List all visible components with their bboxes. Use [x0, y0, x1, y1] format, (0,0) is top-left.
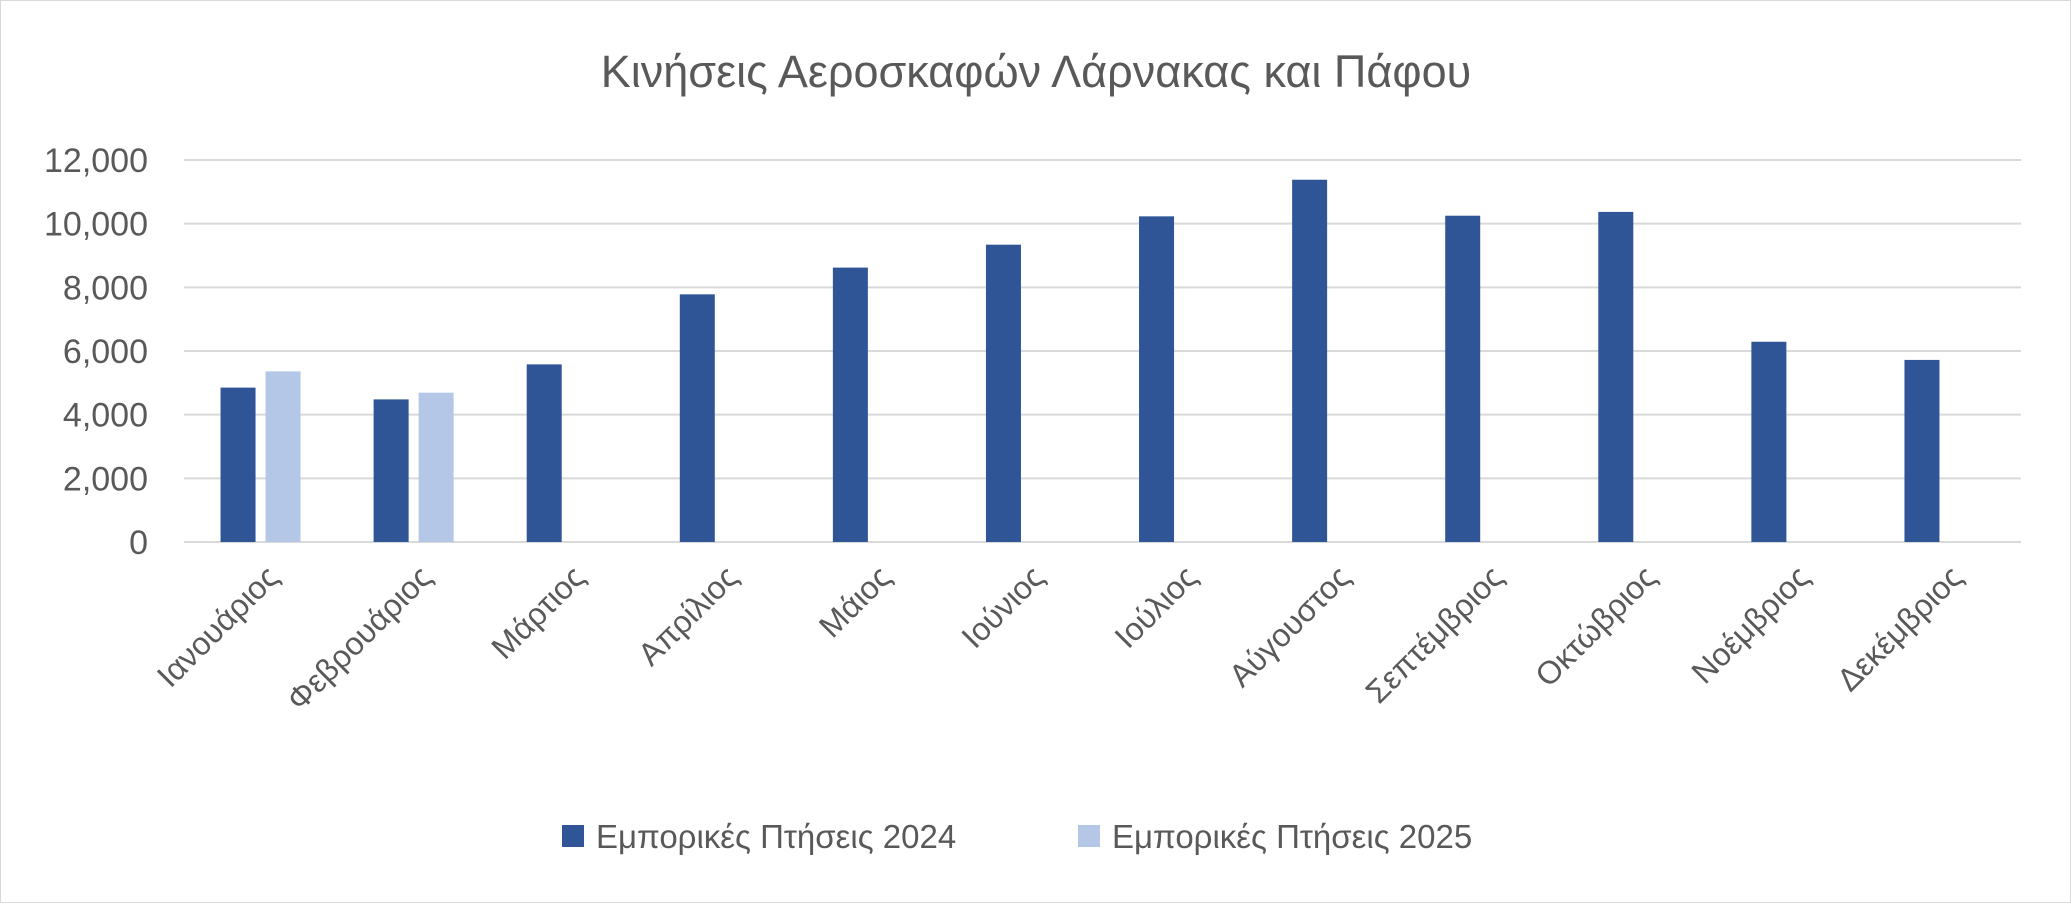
bar-series-1: [373, 399, 409, 542]
bar-series-1: [1139, 216, 1175, 542]
y-tick-label: 0: [129, 524, 148, 562]
bar-series-2: [418, 392, 454, 542]
x-tick-label: Αύγουστος: [1222, 558, 1357, 693]
legend-swatch: [562, 825, 584, 847]
bar-series-1: [679, 294, 715, 542]
x-tick-label: Δεκέμβριος: [1830, 558, 1969, 697]
y-tick-label: 10,000: [44, 206, 148, 244]
bar-series-1: [1598, 211, 1634, 542]
y-tick-label: 4,000: [63, 397, 148, 435]
chart-title: Κινήσεις Αεροσκαφών Λάρνακας και Πάφου: [601, 46, 1472, 97]
x-tick-label: Μάρτιος: [484, 558, 591, 665]
x-tick-label: Ιούλιος: [1107, 558, 1204, 655]
x-tick-label: Οκτώβριος: [1528, 558, 1663, 693]
bar-series-1: [985, 244, 1021, 542]
y-axis-tick-labels: 0 2,000 4,000 6,000 8,000 10,000 12,000: [44, 142, 148, 562]
x-tick-label: Απρίλιος: [631, 558, 745, 672]
x-tick-label: Νοέμβριος: [1684, 558, 1816, 690]
x-tick-label: Μάιος: [812, 558, 898, 644]
y-tick-label: 6,000: [63, 333, 148, 371]
legend: Εμπορικές Πτήσεις 2024 Εμπορικές Πτήσεις …: [562, 818, 1472, 855]
bar-series-2: [265, 371, 301, 542]
y-tick-label: 2,000: [63, 460, 148, 498]
bars: [220, 179, 1940, 543]
bar-series-1: [526, 364, 562, 542]
bar-series-1: [1751, 341, 1787, 542]
legend-swatch: [1078, 825, 1100, 847]
legend-label: Εμπορικές Πτήσεις 2024: [596, 818, 956, 855]
bar-series-1: [1445, 215, 1481, 543]
x-tick-label: Σεπτέμβριος: [1359, 558, 1511, 710]
x-tick-label: Φεβρουάριος: [280, 558, 439, 717]
bar-series-1: [220, 387, 256, 542]
x-tick-label: Ιανουάριος: [150, 558, 286, 694]
bar-series-1: [832, 267, 868, 542]
y-tick-label: 12,000: [44, 142, 148, 180]
legend-label: Εμπορικές Πτήσεις 2025: [1112, 818, 1472, 855]
bar-series-1: [1292, 179, 1328, 542]
gridlines: [184, 159, 2021, 543]
y-tick-label: 8,000: [63, 269, 148, 307]
x-tick-label: Ιούνιος: [954, 558, 1051, 655]
bar-series-1: [1904, 359, 1940, 542]
